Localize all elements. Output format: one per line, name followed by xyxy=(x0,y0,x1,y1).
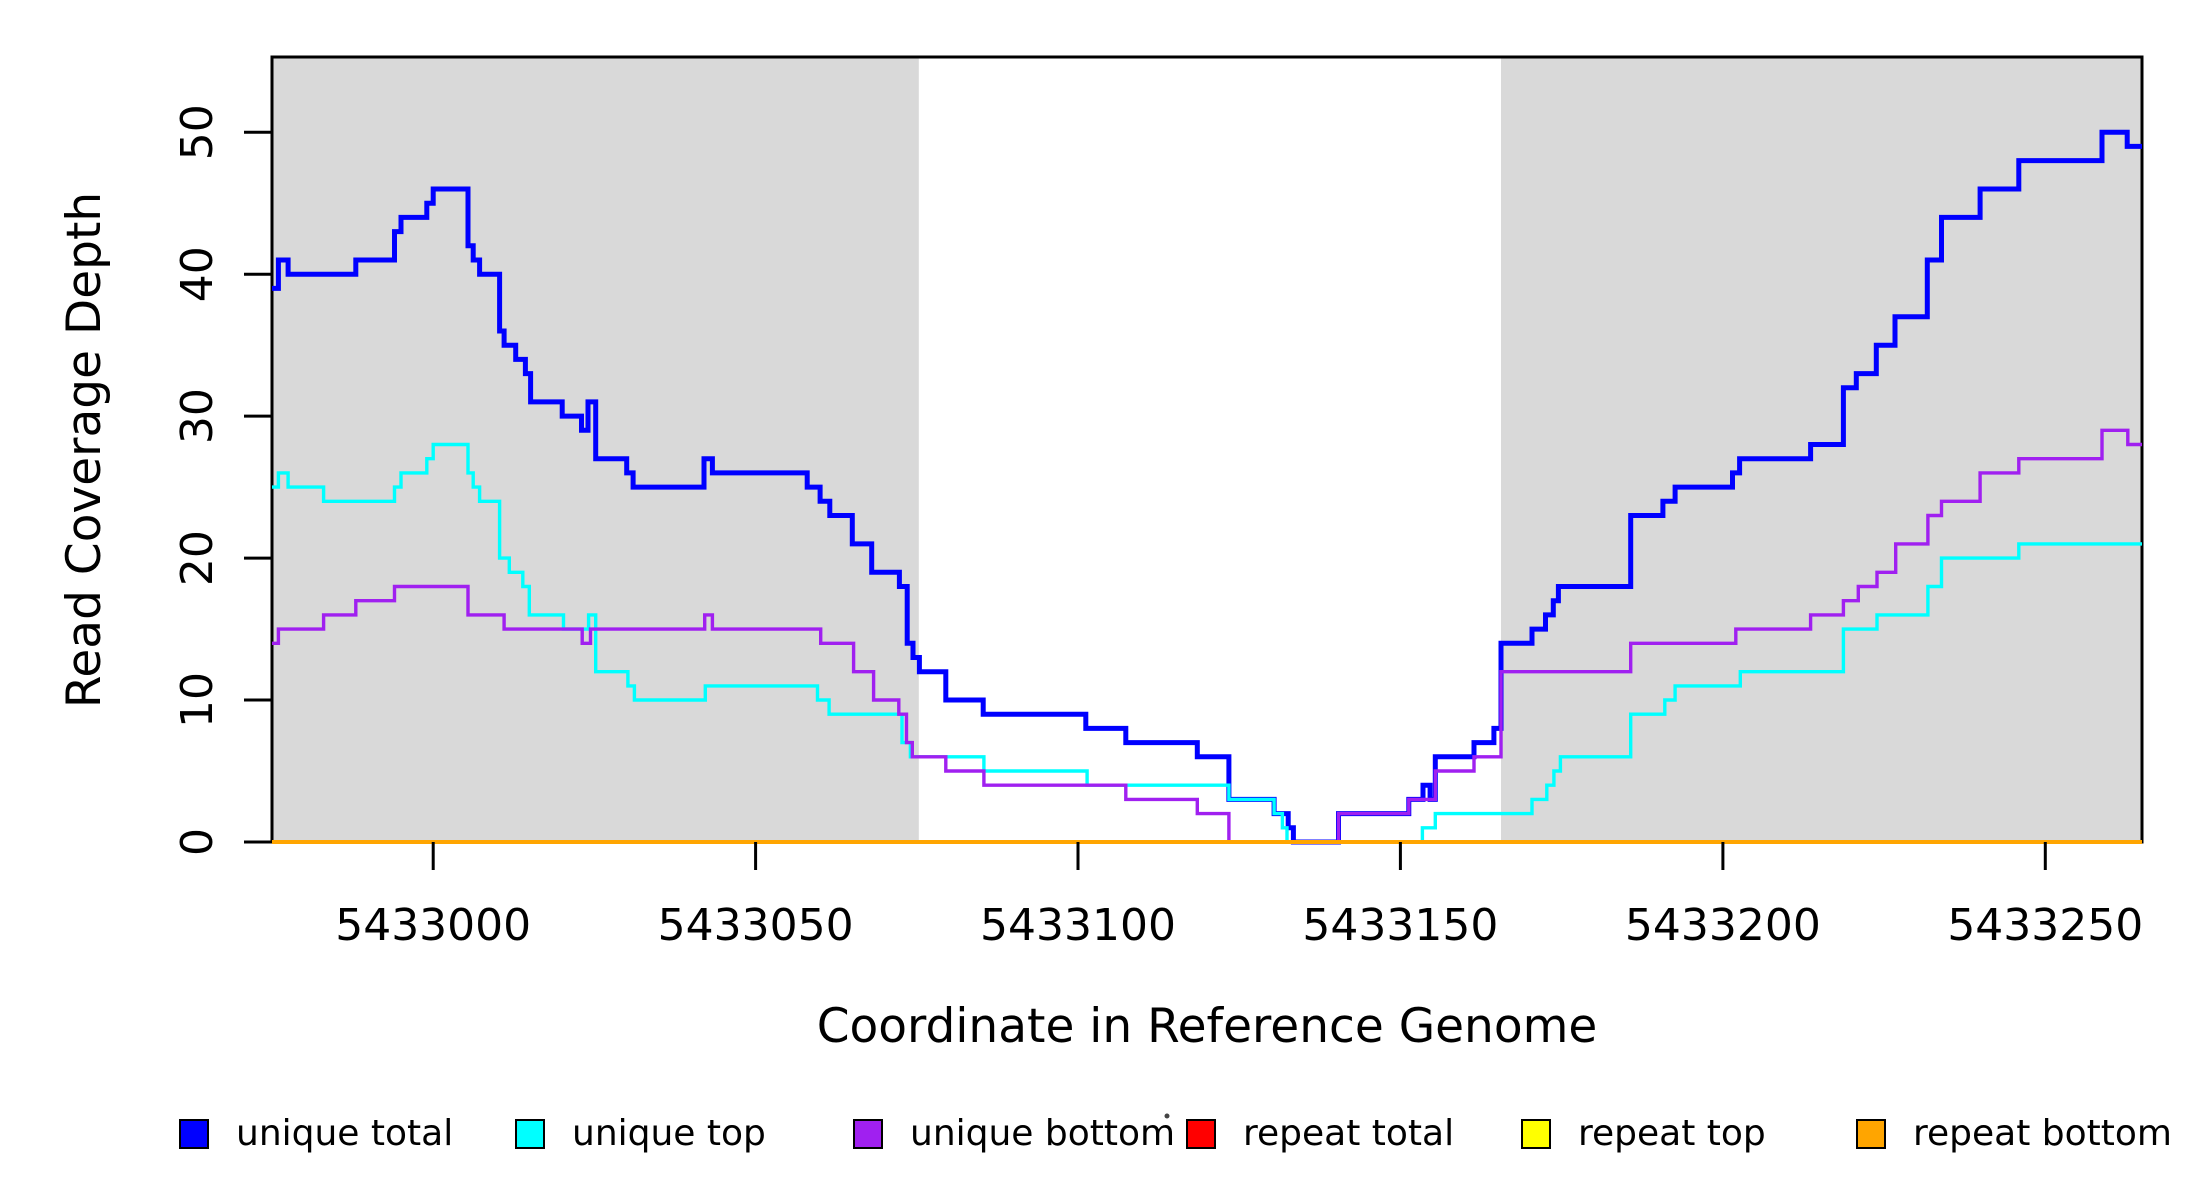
legend-label-repeat-bottom: repeat bottom xyxy=(1913,1113,2172,1154)
legend-label-unique-bottom: unique bottom xyxy=(910,1113,1175,1154)
legend-swatch-unique-total xyxy=(179,1119,209,1149)
legend-label-repeat-top: repeat top xyxy=(1578,1113,1766,1154)
y-tick-label: 0 xyxy=(172,828,223,856)
y-tick-label: 20 xyxy=(172,530,223,586)
y-axis-title: Read Coverage Depth xyxy=(57,192,112,708)
x-axis-title: Coordinate in Reference Genome xyxy=(817,999,1598,1054)
series-lines xyxy=(272,129,2142,845)
series-unique-bottom xyxy=(272,428,2142,844)
x-tick-label: 5433250 xyxy=(1947,900,2143,951)
y-tick-label: 40 xyxy=(172,246,223,302)
legend-swatch-repeat-total xyxy=(1186,1119,1216,1149)
legend-label-unique-total: unique total xyxy=(236,1113,453,1154)
x-tick-label: 5433050 xyxy=(658,900,854,951)
legend-swatch-repeat-top xyxy=(1521,1119,1551,1149)
y-tick-label: 10 xyxy=(172,672,223,728)
y-axis: 0 10 20 30 40 50 xyxy=(172,104,272,856)
y-tick-label: 30 xyxy=(172,388,223,444)
y-tick-label: 50 xyxy=(172,104,223,160)
legend-swatch-repeat-bottom xyxy=(1856,1119,1886,1149)
stray-mark xyxy=(1164,1113,1170,1119)
x-tick-label: 5433000 xyxy=(335,900,531,951)
legend-label-unique-top: unique top xyxy=(572,1113,766,1154)
shaded-region xyxy=(1501,57,2142,842)
x-tick-label: 5433150 xyxy=(1302,900,1498,951)
legend: unique total unique top unique bottom repea… xyxy=(179,1113,2172,1154)
x-tick-label: 5433200 xyxy=(1625,900,1821,951)
x-axis: 5433000 5433050 5433100 5433150 5433200 54332… xyxy=(335,842,2143,951)
legend-swatch-unique-top xyxy=(515,1119,545,1149)
x-tick-label: 5433100 xyxy=(980,900,1176,951)
legend-label-repeat-total: repeat total xyxy=(1243,1113,1454,1154)
shaded-bands xyxy=(272,57,2142,842)
legend-swatch-unique-bottom xyxy=(853,1119,883,1149)
series-unique-top xyxy=(272,442,2142,844)
series-unique-total xyxy=(272,129,2142,845)
